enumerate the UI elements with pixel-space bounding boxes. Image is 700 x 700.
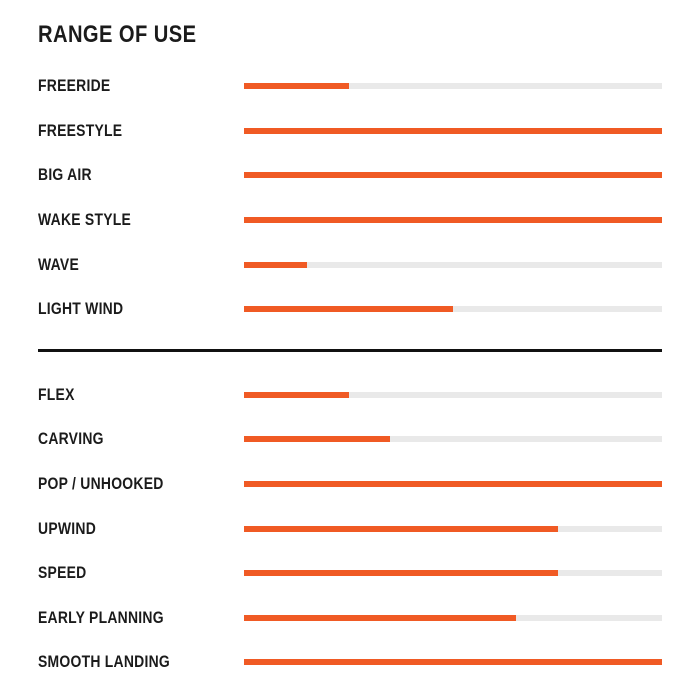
bar-fill [244,570,558,577]
row-label: UPWIND [38,518,97,538]
bar-track [244,614,662,621]
bar-fill [244,261,307,268]
bar-track [244,436,662,443]
row-flex: FLEX [38,373,662,418]
bar-fill [244,481,662,488]
bar-fill [244,127,662,134]
row-label: LIGHT WIND [38,299,124,319]
row-speed: SPEED [38,551,662,596]
bar-fill [244,614,516,621]
chart-title: RANGE OF USE [38,21,197,48]
row-label: FLEX [38,384,75,404]
row-wave: WAVE [38,242,662,287]
row-light-wind: LIGHT WIND [38,287,662,332]
bar-fill [244,172,662,179]
bar-track [244,525,662,532]
row-freestyle: FREESTYLE [38,109,662,154]
row-label: WAKE STYLE [38,210,132,230]
row-smooth-landing: SMOOTH LANDING [38,640,662,685]
row-pop-unhooked: POP / UNHOOKED [38,462,662,507]
row-upwind: UPWIND [38,506,662,551]
bar-track [244,306,662,313]
row-freeride: FREERIDE [38,64,662,109]
bar-track [244,391,662,398]
bar-fill [244,436,391,443]
bar-track [244,83,662,90]
row-big-air: BIG AIR [38,153,662,198]
row-label: POP / UNHOOKED [38,474,164,494]
bar-fill [244,217,662,224]
section-divider [38,348,662,352]
row-label: EARLY PLANNING [38,607,164,627]
bar-fill [244,306,453,313]
bar-track [244,659,662,666]
row-label: CARVING [38,429,104,449]
row-early-planning: EARLY PLANNING [38,596,662,641]
bar-fill [244,525,558,532]
row-label: WAVE [38,254,80,274]
section-top: FREERIDE FREESTYLE BIG AIR WAKE STYLE WA… [38,64,662,332]
bar-track [244,127,662,134]
section-bottom: FLEX CARVING POP / UNHOOKED UPWIND SPEED… [38,373,662,685]
row-label: FREERIDE [38,76,111,96]
row-label: SPEED [38,563,87,583]
bar-track [244,261,662,268]
bar-track [244,481,662,488]
bar-fill [244,391,349,398]
bar-track [244,172,662,179]
row-label: BIG AIR [38,165,92,185]
row-label: FREESTYLE [38,120,123,140]
bar-track [244,570,662,577]
bar-track [244,217,662,224]
row-label: SMOOTH LANDING [38,652,170,672]
row-carving: CARVING [38,417,662,462]
bar-fill [244,659,662,666]
bar-fill [244,83,349,90]
row-wake-style: WAKE STYLE [38,198,662,243]
